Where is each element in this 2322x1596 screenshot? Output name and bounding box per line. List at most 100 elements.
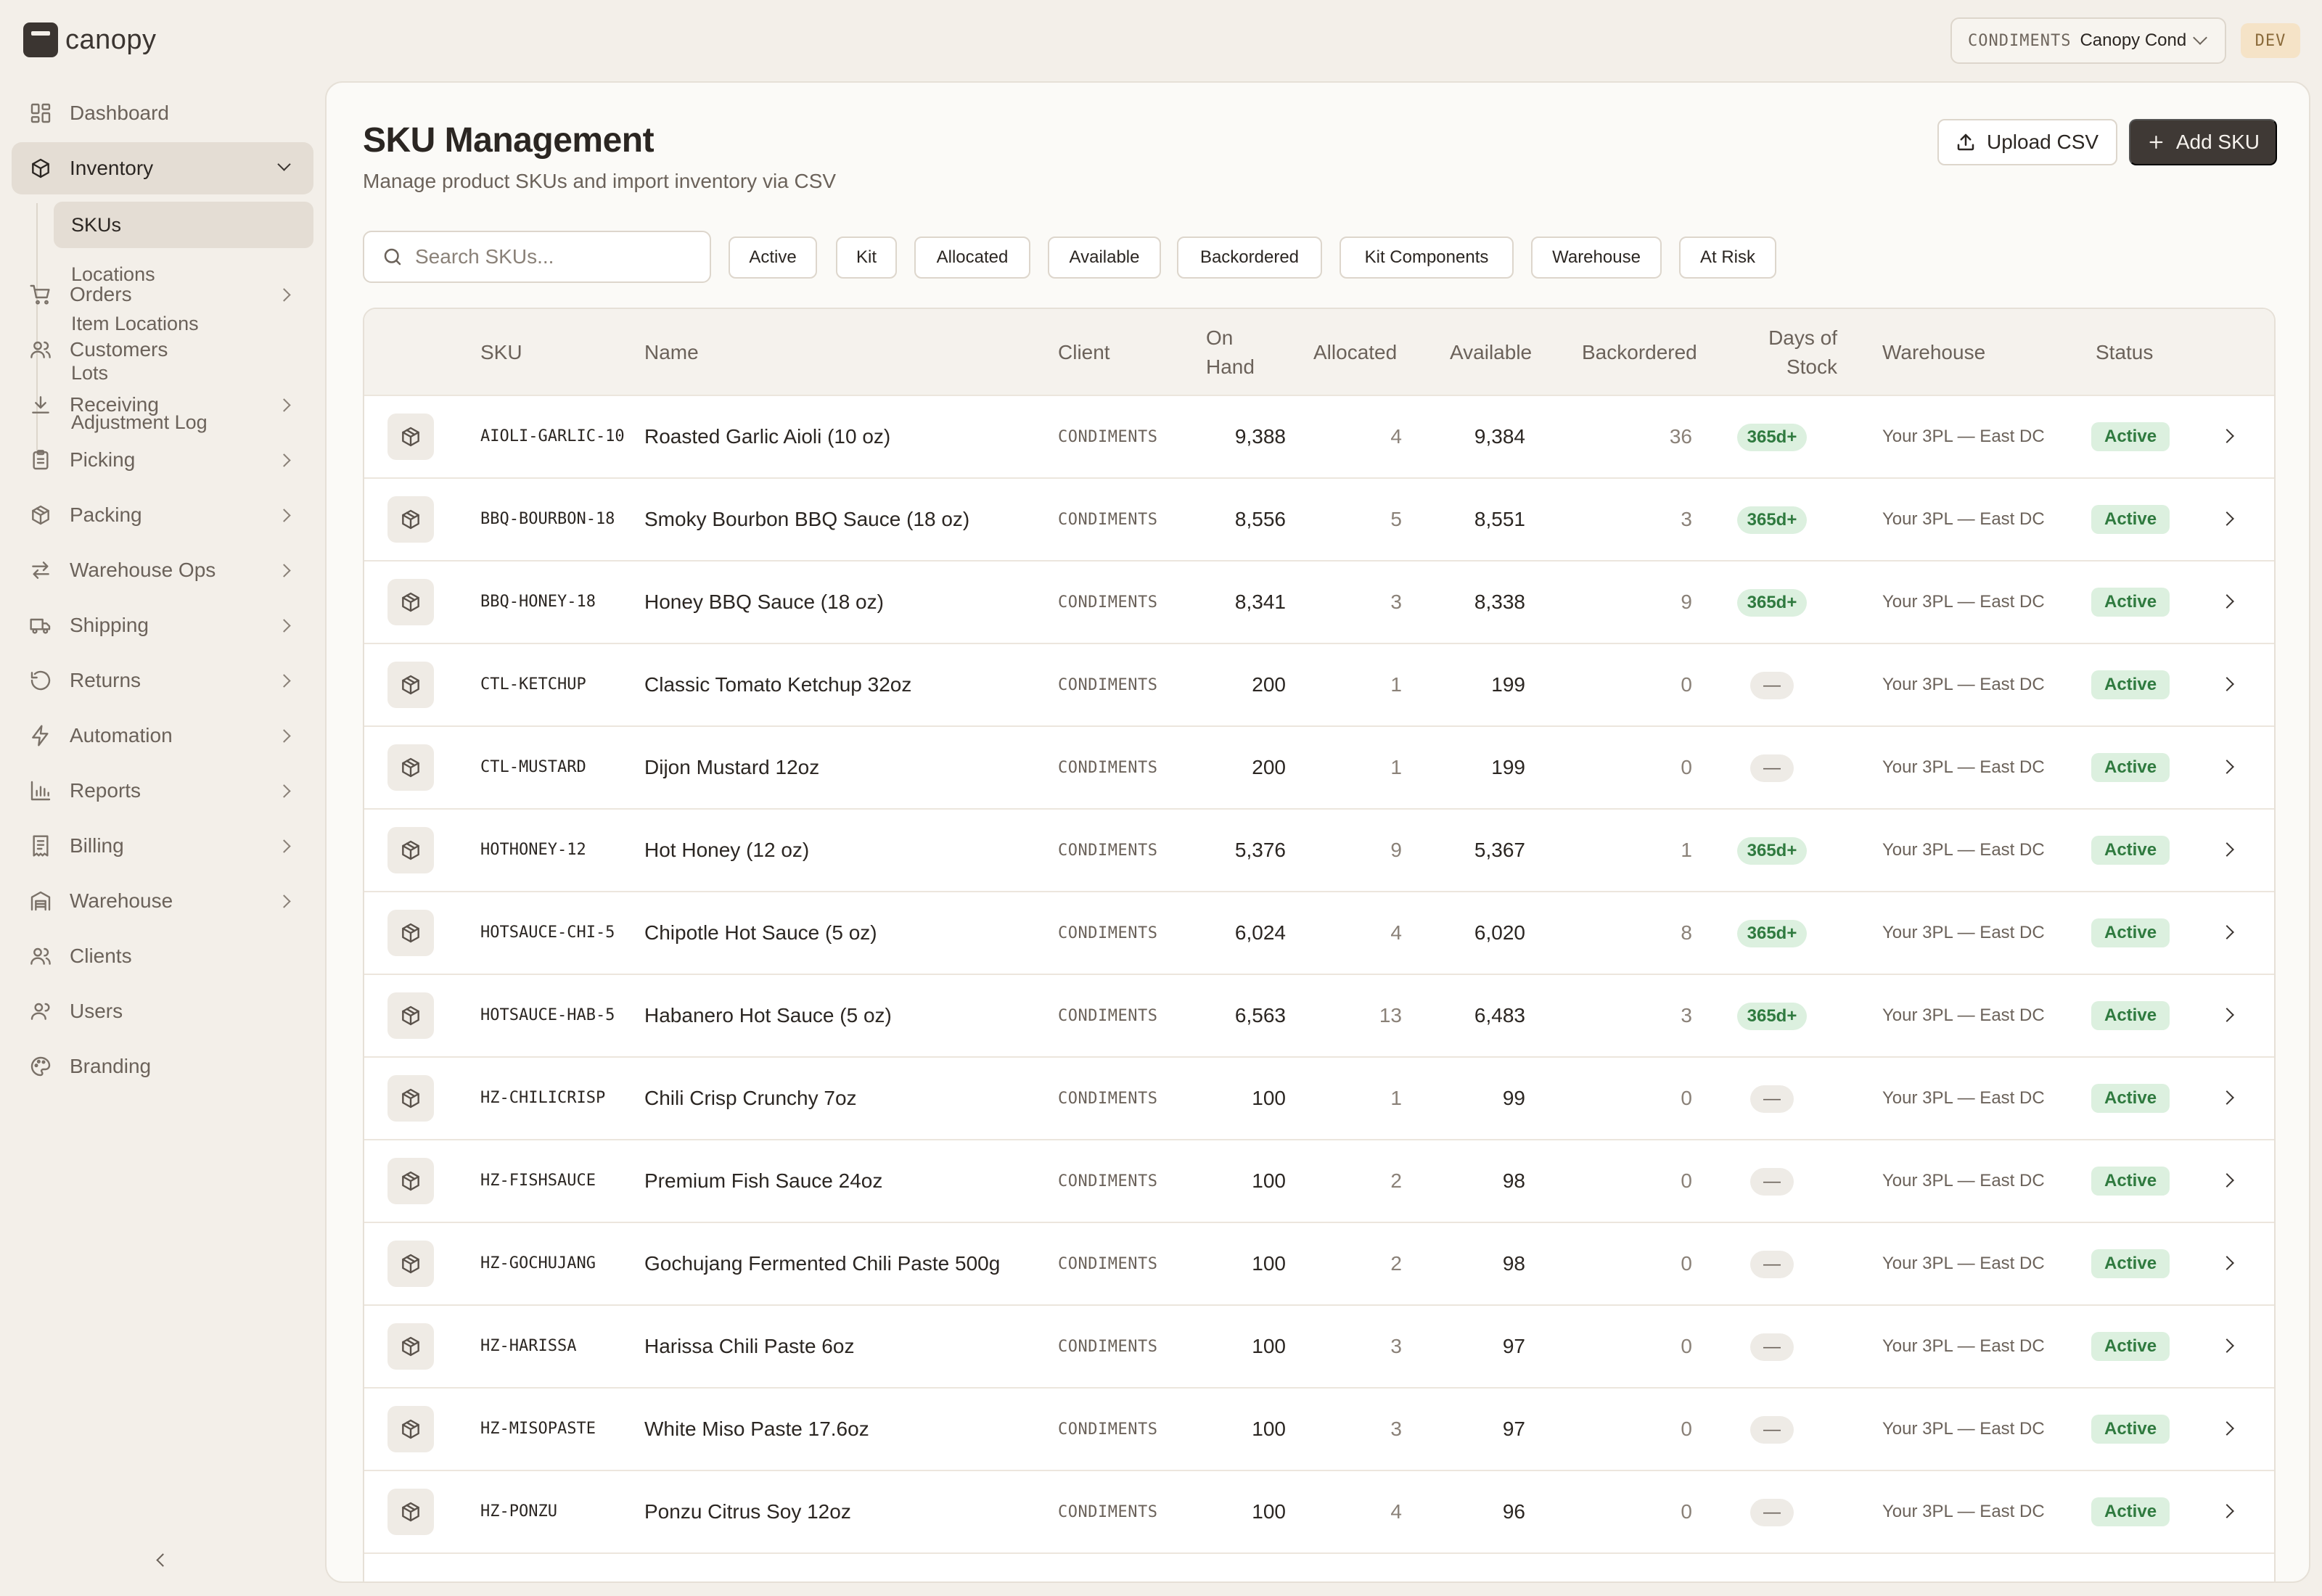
sidebar-item-packing[interactable]: Packing — [12, 489, 313, 541]
sidebar-item-reports[interactable]: Reports — [12, 765, 313, 817]
table-row[interactable]: BBQ-HONEY-18 Honey BBQ Sauce (18 oz) CONDI… — [364, 562, 2274, 644]
filter-chip-available[interactable]: Available — [1048, 236, 1161, 279]
sidebar-item-customers[interactable]: Customers — [12, 324, 313, 376]
chevron-right-icon[interactable] — [2220, 842, 2234, 857]
days-of-stock: — — [1714, 1085, 1830, 1113]
add-sku-button[interactable]: Add SKU — [2129, 119, 2277, 165]
chevron-right-icon[interactable] — [2220, 1256, 2234, 1270]
chevron-right-icon — [277, 839, 291, 853]
col-header-status[interactable]: Status — [2096, 341, 2154, 363]
sidebar-item-users[interactable]: Users — [12, 985, 313, 1037]
sidebar-subitem-locations[interactable]: Locations — [71, 263, 155, 285]
col-header-on-hand[interactable]: On Hand — [1206, 324, 1255, 382]
chevron-right-icon[interactable] — [2220, 429, 2234, 443]
table-row[interactable]: HOTSAUCE-HAB-5 Habanero Hot Sauce (5 oz) C… — [364, 975, 2274, 1058]
filter-chip-at-risk[interactable]: At Risk — [1679, 236, 1776, 279]
chevron-right-icon[interactable] — [2220, 1173, 2234, 1188]
sidebar-item-warehouse[interactable]: Warehouse — [12, 875, 313, 927]
client-select[interactable]: CONDIMENTS Canopy Cond — [1950, 17, 2226, 64]
days-of-stock: — — [1714, 1251, 1830, 1278]
sidebar-item-label: Shipping — [70, 614, 149, 636]
filter-chip-warehouse[interactable]: Warehouse — [1531, 236, 1662, 279]
status-badge-label: Active — [2091, 505, 2170, 534]
table-row[interactable]: HZ-FISHSAUCE Premium Fish Sauce 24oz CONDI… — [364, 1140, 2274, 1223]
sidebar-item-warehouse-ops[interactable]: Warehouse Ops — [12, 544, 313, 596]
chevron-right-icon[interactable] — [2220, 1504, 2234, 1518]
chevron-right-icon[interactable] — [2220, 677, 2234, 691]
status-badge-label: Active — [2091, 1167, 2170, 1196]
chevron-right-icon[interactable] — [2220, 760, 2234, 774]
col-header-warehouse[interactable]: Warehouse — [1882, 341, 1986, 363]
table-row[interactable]: HZ-CHILICRISP Chili Crisp Crunchy 7oz COND… — [364, 1058, 2274, 1140]
warehouse-name: Your 3PL — East DC — [1882, 1254, 2045, 1273]
sidebar-item-receiving[interactable]: Receiving — [12, 379, 313, 431]
sidebar-item-picking[interactable]: Picking — [12, 434, 313, 486]
sidebar-item-clients[interactable]: Clients — [12, 930, 313, 982]
sidebar-subitem-skus[interactable]: SKUs — [54, 202, 313, 248]
allocated-value: 4 — [1390, 425, 1402, 448]
search-box[interactable] — [363, 231, 711, 283]
table-row[interactable]: HZ-GOCHUJANG Gochujang Fermented Chili Pa… — [364, 1223, 2274, 1306]
sidebar-item-returns[interactable]: Returns — [12, 654, 313, 707]
table-row[interactable]: HOTSAUCE-CHI-5 Chipotle Hot Sauce (5 oz) C… — [364, 892, 2274, 975]
package-icon — [387, 1323, 434, 1370]
receipt-icon — [29, 834, 52, 857]
filter-chip-allocated[interactable]: Allocated — [914, 236, 1030, 279]
days-of-stock: 365d+ — [1714, 837, 1830, 865]
sidebar-item-branding[interactable]: Branding — [12, 1040, 313, 1093]
col-header-name[interactable]: Name — [644, 341, 699, 363]
package-icon — [387, 827, 434, 873]
sidebar-item-billing[interactable]: Billing — [12, 820, 313, 872]
status-badge: Active — [2091, 1415, 2170, 1444]
upload-csv-button[interactable]: Upload CSV — [1937, 119, 2117, 165]
search-input[interactable] — [415, 245, 705, 268]
chevron-right-icon[interactable] — [2220, 925, 2234, 939]
allocated-value: 1 — [1390, 756, 1402, 778]
col-header-backordered[interactable]: Backordered — [1582, 341, 1697, 363]
package-icon — [387, 662, 434, 708]
col-header-days-of-stock[interactable]: Days of Stock — [1728, 324, 1837, 382]
table-row[interactable]: HZ-MISOPASTE White Miso Paste 17.6oz CONDI… — [364, 1389, 2274, 1471]
table-row[interactable]: HZ-HARISSA Harissa Chili Paste 6oz CONDIME… — [364, 1306, 2274, 1389]
table-row[interactable]: AIOLI-GARLIC-10 Roasted Garlic Aioli (10 … — [364, 396, 2274, 479]
sidebar-subitem-adjustment-log[interactable]: Adjustment Log — [71, 411, 208, 433]
filter-chip-active[interactable]: Active — [729, 236, 817, 279]
sidebar-subitem-lots[interactable]: Lots — [71, 361, 109, 384]
col-header-allocated[interactable]: Allocated — [1313, 341, 1398, 363]
filter-chip-kit-components[interactable]: Kit Components — [1340, 236, 1514, 279]
table-row[interactable]: CTL-KETCHUP Classic Tomato Ketchup 32oz CO… — [364, 644, 2274, 727]
available-value: 9,384 — [1474, 425, 1525, 448]
backordered-value: 0 — [1681, 1252, 1692, 1275]
col-header-client[interactable]: Client — [1058, 341, 1110, 363]
filter-chip-backordered[interactable]: Backordered — [1177, 236, 1322, 279]
sidebar-item-dashboard[interactable]: Dashboard — [12, 87, 313, 139]
days-of-stock-badge: 365d+ — [1736, 1003, 1808, 1030]
sku-name: Chipotle Hot Sauce (5 oz) — [644, 921, 877, 944]
table-row[interactable]: HZ-PONZU Ponzu Citrus Soy 12oz CONDIMENTS 1… — [364, 1471, 2274, 1554]
chevron-right-icon[interactable] — [2220, 511, 2234, 526]
col-header-available[interactable]: Available — [1450, 341, 1533, 363]
chevron-right-icon[interactable] — [2220, 594, 2234, 609]
table-row[interactable]: BBQ-BOURBON-18 Smoky Bourbon BBQ Sauce (1… — [364, 479, 2274, 562]
sidebar-subitem-item-locations[interactable]: Item Locations — [71, 312, 199, 334]
sidebar-item-shipping[interactable]: Shipping — [12, 599, 313, 651]
days-of-stock: — — [1714, 1416, 1830, 1444]
chevron-right-icon[interactable] — [2220, 1090, 2234, 1105]
sidebar-item-inventory[interactable]: Inventory — [12, 142, 313, 194]
table-row[interactable]: CTL-MUSTARD Dijon Mustard 12oz CONDIMENTS 2… — [364, 727, 2274, 810]
chevron-right-icon[interactable] — [2220, 1008, 2234, 1022]
sidebar-item-label: Users — [70, 1000, 123, 1022]
sku-code: HOTSAUCE-HAB-5 — [480, 1006, 615, 1024]
sidebar-item-orders[interactable]: Orders — [12, 268, 313, 321]
col-header-sku[interactable]: SKU — [480, 341, 522, 363]
table-row[interactable]: HOTHONEY-12 Hot Honey (12 oz) CONDIMENTS 5,… — [364, 810, 2274, 892]
app-logo[interactable]: canopy — [23, 22, 157, 58]
chevron-right-icon — [277, 619, 291, 633]
days-of-stock: 365d+ — [1714, 920, 1830, 947]
filter-chip-kit[interactable]: Kit — [836, 236, 897, 279]
chevron-right-icon[interactable] — [2220, 1338, 2234, 1353]
chevron-right-icon[interactable] — [2220, 1421, 2234, 1436]
collapse-sidebar-button[interactable] — [151, 1548, 174, 1571]
sku-name: Classic Tomato Ketchup 32oz — [644, 673, 912, 696]
sidebar-item-automation[interactable]: Automation — [12, 709, 313, 762]
